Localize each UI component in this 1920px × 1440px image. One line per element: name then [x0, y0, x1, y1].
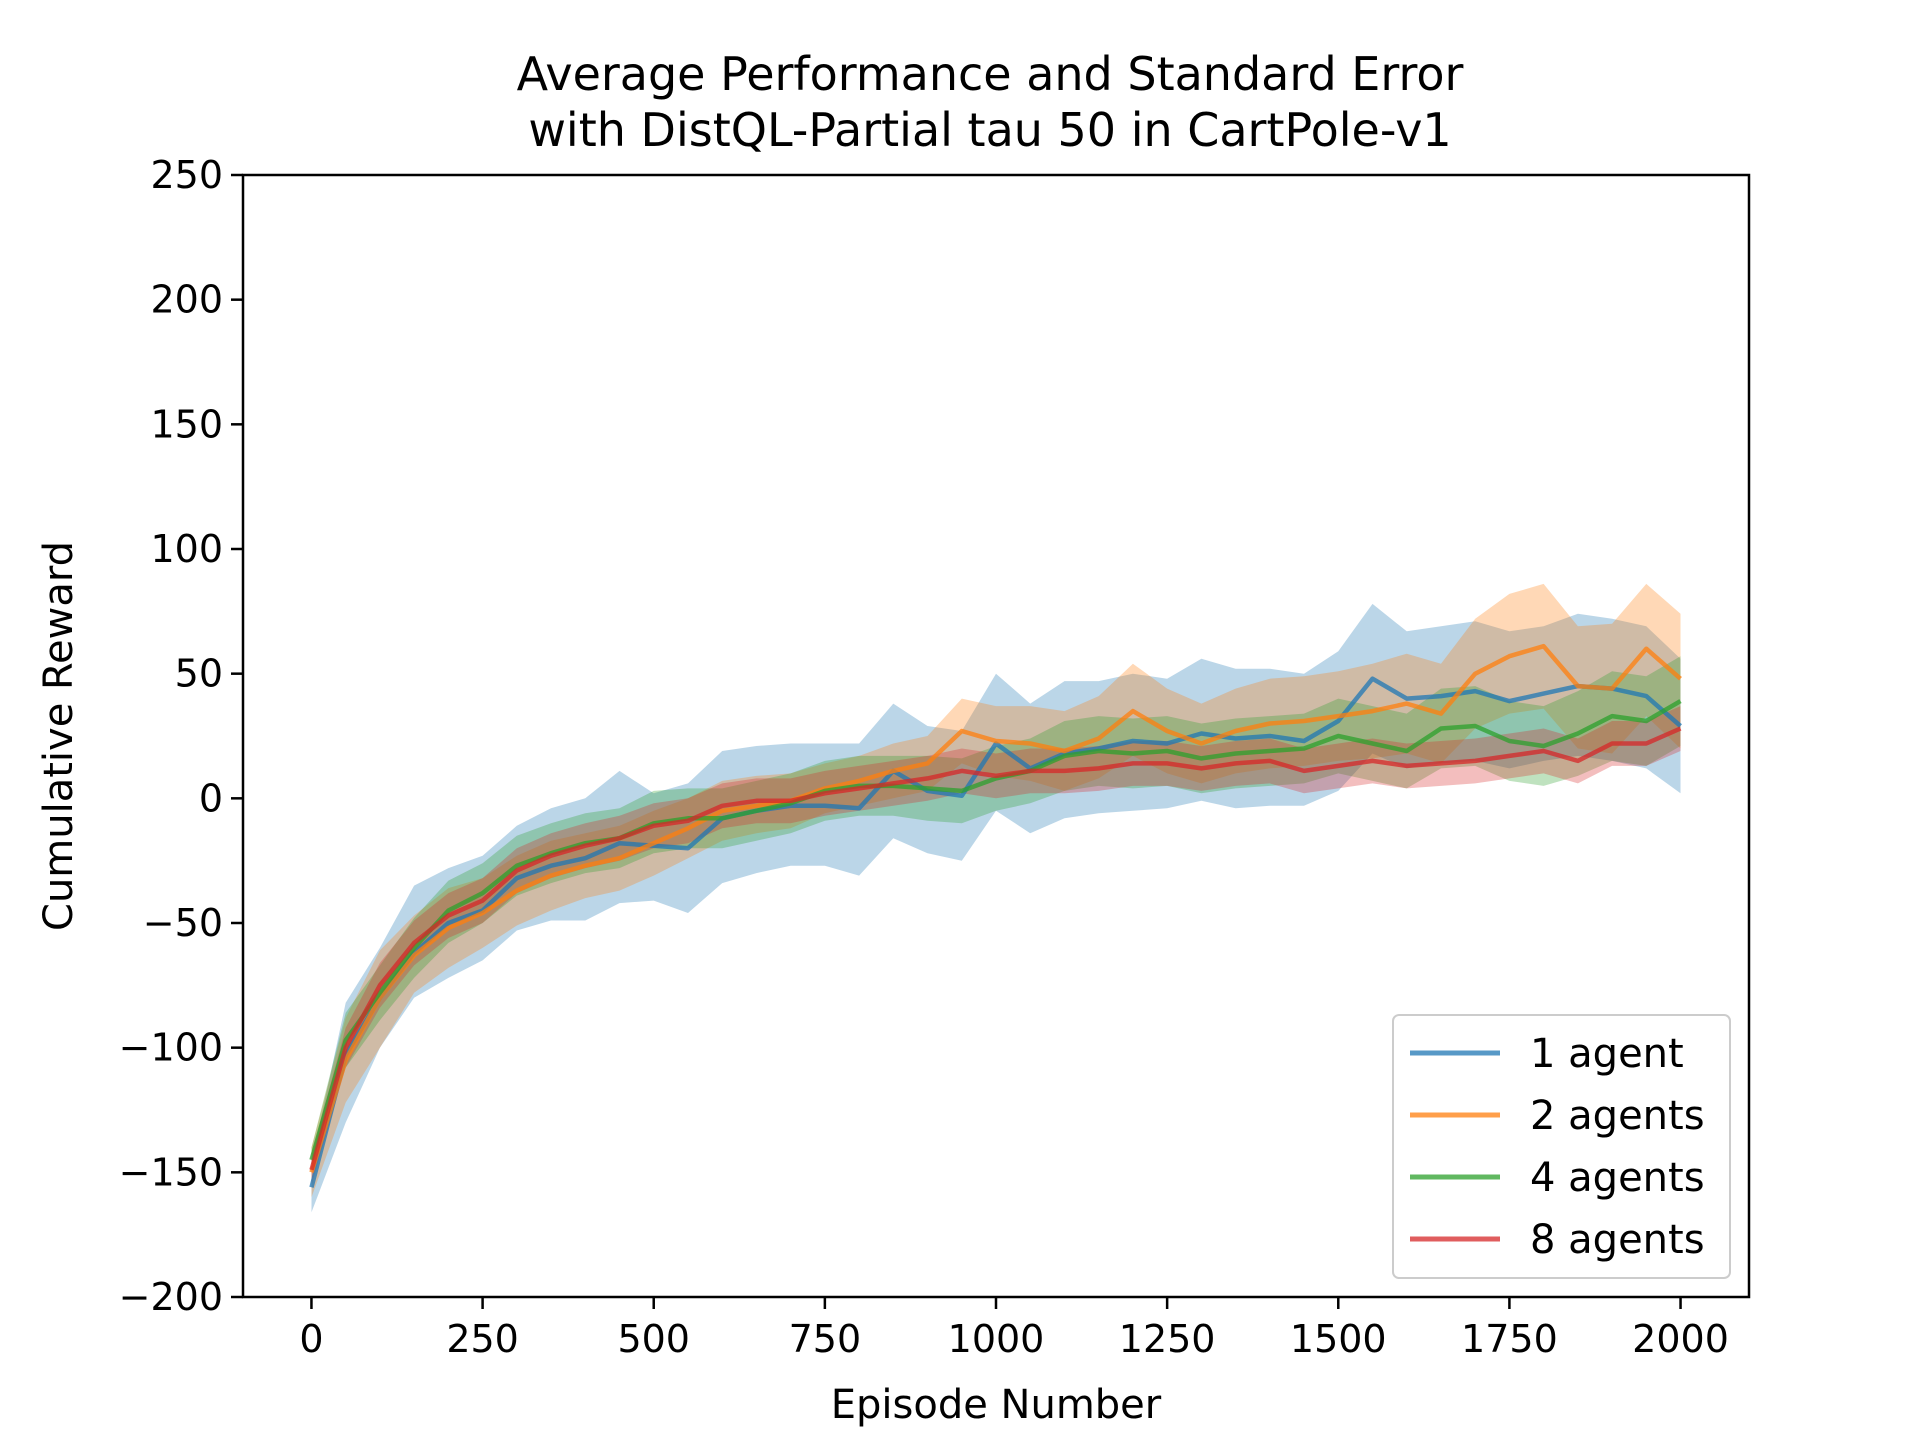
- y-tick-label: 50: [175, 652, 223, 696]
- y-tick-label: −200: [119, 1275, 223, 1319]
- chart-title-line2: with DistQL-Partial tau 50 in CartPole-v…: [528, 103, 1451, 157]
- series-line-4-agents: [309, 699, 1682, 1161]
- x-tick-label: 1250: [1119, 1317, 1216, 1361]
- legend-label-8-agents: 8 agents: [1530, 1217, 1705, 1263]
- y-axis-label: Cumulative Reward: [36, 541, 82, 931]
- x-axis-label: Episode Number: [831, 1382, 1162, 1428]
- legend: 1 agent 2 agents 4 agents 8 agents: [1392, 1014, 1731, 1279]
- x-tick-label: 1000: [948, 1317, 1045, 1361]
- error-band-4-agents: [311, 656, 1681, 1173]
- y-axis-ticks: −200 −150 −100 −50 0 50 100 150 200 250: [119, 153, 243, 1319]
- y-tick-label: 150: [150, 402, 223, 446]
- x-axis-ticks: 0 250 500 750 1000 1250 1500 1750 2000: [299, 1297, 1729, 1361]
- chart-title-line1: Average Performance and Standard Error: [517, 47, 1464, 101]
- series-line-1-agent: [309, 676, 1682, 1188]
- x-tick-label: 0: [299, 1317, 323, 1361]
- error-band-1-agent: [311, 603, 1681, 1213]
- y-tick-label: 250: [150, 153, 223, 197]
- y-tick-label: −100: [119, 1026, 223, 1070]
- x-tick-label: 1750: [1461, 1317, 1558, 1361]
- x-tick-label: 500: [617, 1317, 690, 1361]
- x-tick-label: 750: [789, 1317, 862, 1361]
- legend-frame: [1392, 1014, 1731, 1279]
- y-tick-label: 200: [150, 278, 223, 322]
- x-tick-label: 2000: [1632, 1317, 1729, 1361]
- y-tick-label: −150: [119, 1150, 223, 1194]
- legend-label-4-agents: 4 agents: [1530, 1155, 1705, 1201]
- y-tick-label: 0: [199, 776, 223, 820]
- legend-label-2-agents: 2 agents: [1530, 1093, 1705, 1139]
- y-tick-label: −50: [143, 901, 223, 945]
- y-tick-label: 100: [150, 527, 223, 571]
- x-tick-label: 250: [446, 1317, 519, 1361]
- series-lines: [309, 643, 1682, 1188]
- series-line-8-agents: [309, 726, 1682, 1171]
- series-line-2-agents: [309, 643, 1682, 1173]
- x-tick-label: 1500: [1290, 1317, 1387, 1361]
- legend-label-1-agent: 1 agent: [1530, 1031, 1684, 1077]
